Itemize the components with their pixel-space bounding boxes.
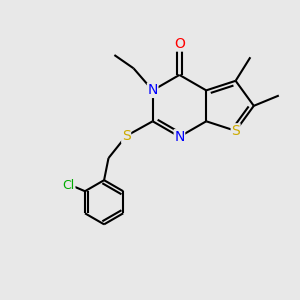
- Text: O: O: [174, 37, 185, 51]
- Text: N: N: [174, 130, 184, 144]
- Text: S: S: [122, 129, 130, 143]
- Text: Cl: Cl: [63, 179, 75, 192]
- Text: S: S: [231, 124, 240, 138]
- Text: N: N: [148, 83, 158, 98]
